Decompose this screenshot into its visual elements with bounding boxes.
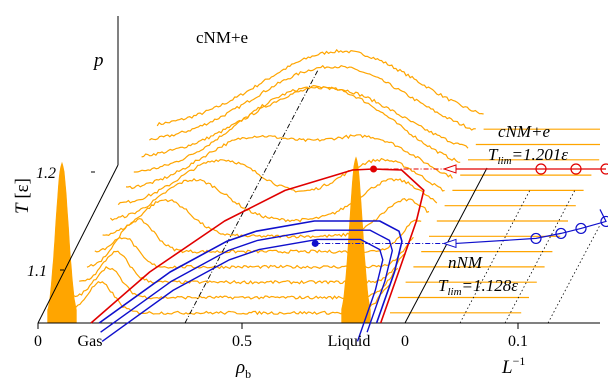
histogram-curve <box>133 84 461 173</box>
tlim-arrow-0 <box>442 164 457 174</box>
density-axis-label: ρb <box>235 357 251 381</box>
t-tick-label-1-2: 1.2 <box>36 165 56 182</box>
coexistence-curves <box>90 164 457 342</box>
finite-size-point <box>575 222 587 235</box>
finite-size-point <box>555 227 567 240</box>
density-tick-label-0-5: 0.5 <box>232 333 252 350</box>
cnm-tlim-label: Tlim=1.201ε <box>488 145 568 167</box>
right-panel-edge <box>404 167 488 324</box>
t-axis-label: T [ε] <box>12 178 33 214</box>
t-tick-label-1-1: 1.1 <box>27 263 47 280</box>
guide-lines <box>459 189 601 324</box>
histogram-curve <box>141 86 469 158</box>
histogram-curve <box>94 217 422 254</box>
nnm-series-label: nNM <box>448 253 483 272</box>
histogram-curve <box>156 48 484 127</box>
finite-size-point <box>600 215 608 228</box>
density-tick-label-0: 0 <box>34 333 42 350</box>
nnm-tlim-label: Tlim=1.128ε <box>438 276 518 298</box>
liquid-peak-filled <box>341 156 371 324</box>
finite-size-line-1 <box>455 209 607 245</box>
rectilinear-diameter-line <box>184 69 319 324</box>
top-label: cNM+e <box>196 28 248 47</box>
coexistence-curve-nnm-size-1 <box>101 238 384 342</box>
histogram-curve <box>117 157 445 206</box>
cnm-series-label: cNM+e <box>498 122 551 141</box>
coexistence-curve-1 <box>98 220 403 324</box>
axes <box>37 16 600 329</box>
histogram-curve <box>125 134 453 190</box>
gas-label: Gas <box>78 333 103 350</box>
temperature-axis-line <box>37 164 119 324</box>
liquid-label: Liquid <box>328 333 371 350</box>
linv-tick-label-0-1: 0.1 <box>508 333 528 350</box>
linv-tick-label-0: 0 <box>401 333 409 350</box>
p-axis-label: p <box>92 50 104 71</box>
coexistence-curve-nnm-size-0 <box>100 229 394 333</box>
histogram-curve <box>109 177 438 223</box>
histogram-layer <box>47 48 600 324</box>
histogram-curve <box>102 198 430 239</box>
linv-axis-label: L−1 <box>501 354 525 378</box>
finite-size-extrapolation <box>455 163 608 245</box>
gas-peak-filled <box>47 161 77 324</box>
histogram-curve <box>149 64 476 141</box>
